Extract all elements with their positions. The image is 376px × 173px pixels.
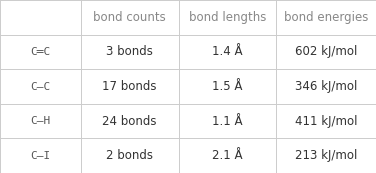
Text: 602 kJ/mol: 602 kJ/mol — [295, 45, 357, 58]
Text: bond lengths: bond lengths — [189, 11, 266, 24]
Text: 24 bonds: 24 bonds — [103, 115, 157, 128]
Text: 2.1 Å: 2.1 Å — [212, 149, 243, 162]
Text: bond energies: bond energies — [284, 11, 368, 24]
Text: 346 kJ/mol: 346 kJ/mol — [295, 80, 357, 93]
Text: C═C: C═C — [30, 47, 50, 57]
Text: 1.4 Å: 1.4 Å — [212, 45, 243, 58]
Text: C—C: C—C — [30, 81, 50, 92]
Text: C—I: C—I — [30, 151, 50, 161]
Text: 17 bonds: 17 bonds — [103, 80, 157, 93]
Text: 411 kJ/mol: 411 kJ/mol — [295, 115, 358, 128]
Text: C—H: C—H — [30, 116, 50, 126]
Text: 3 bonds: 3 bonds — [106, 45, 153, 58]
Text: 1.5 Å: 1.5 Å — [212, 80, 243, 93]
Text: 213 kJ/mol: 213 kJ/mol — [295, 149, 357, 162]
Text: 1.1 Å: 1.1 Å — [212, 115, 243, 128]
Text: bond counts: bond counts — [93, 11, 166, 24]
Text: 2 bonds: 2 bonds — [106, 149, 153, 162]
